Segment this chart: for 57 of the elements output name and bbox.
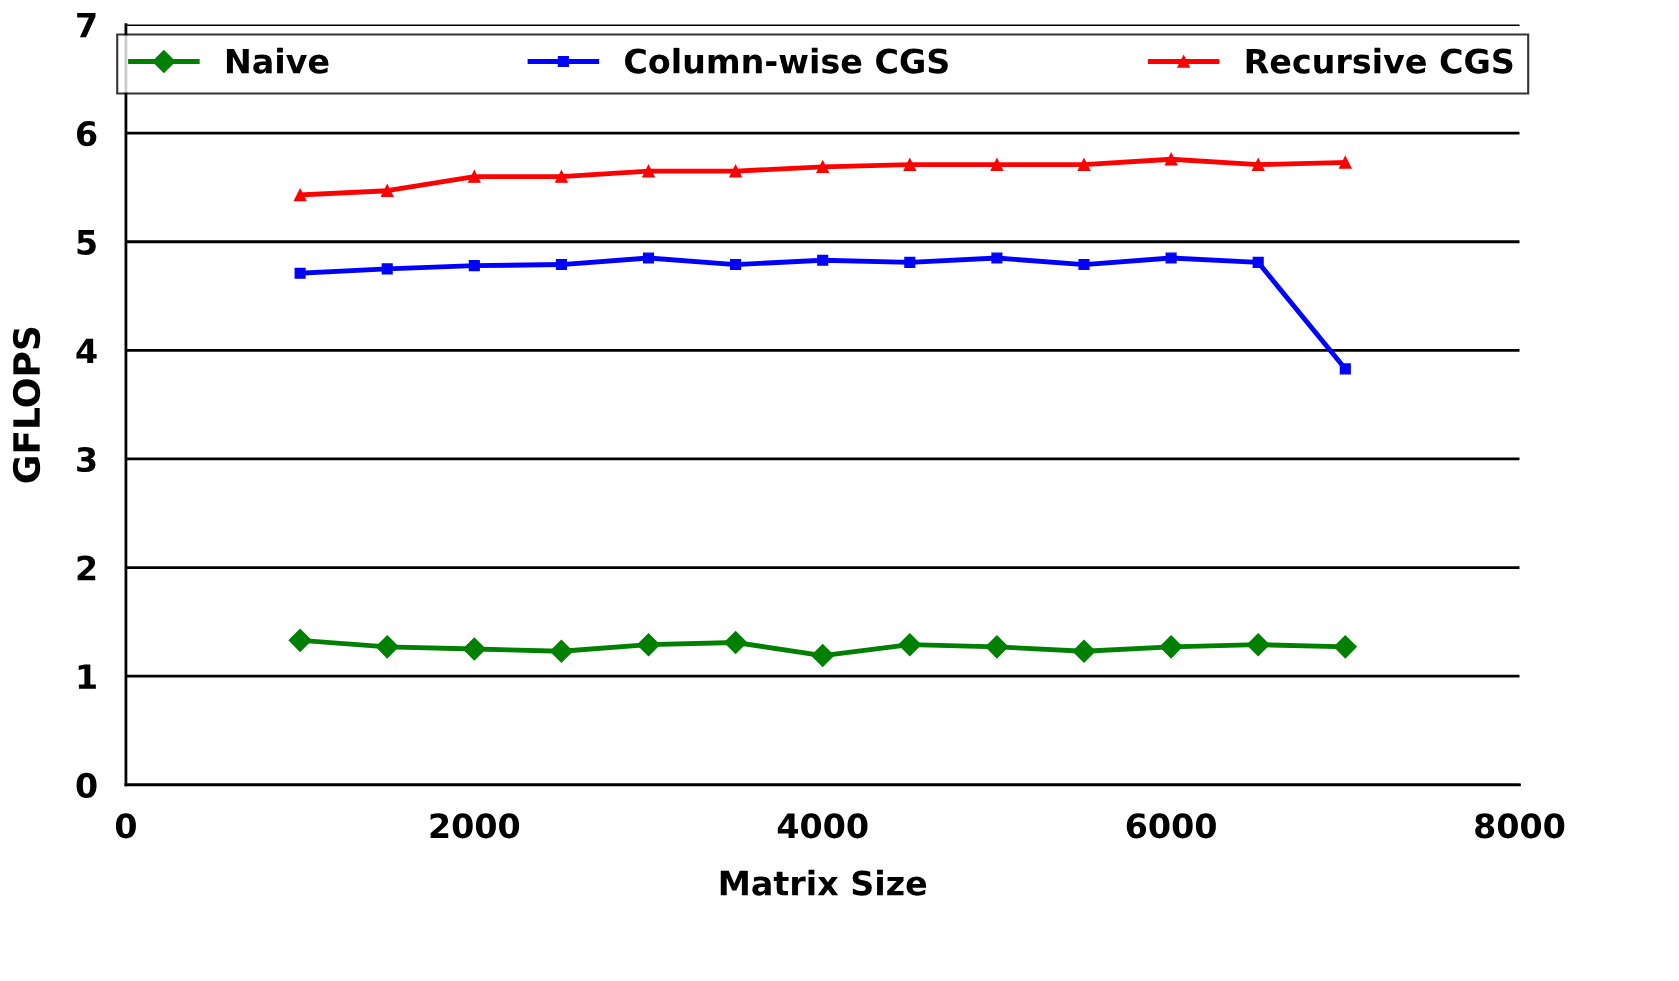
x-tick-label: 6000 xyxy=(1126,813,1216,839)
y-tick-label: 3 xyxy=(77,446,96,473)
point xyxy=(381,263,393,275)
x-tick-label: 0 xyxy=(115,813,136,839)
legend-label: Recursive CGS xyxy=(1246,47,1513,74)
y-tick-label: 2 xyxy=(77,555,96,581)
y-tick-label: 4 xyxy=(76,338,97,364)
y-tick-label: 5 xyxy=(77,230,96,255)
point xyxy=(816,160,829,174)
point xyxy=(898,633,922,657)
legend-label: Column-wise CGS xyxy=(625,47,948,74)
point xyxy=(375,635,399,659)
point xyxy=(1165,252,1177,264)
point xyxy=(817,254,829,266)
y-tick-label: 6 xyxy=(77,121,97,147)
point xyxy=(380,184,394,197)
point xyxy=(1077,158,1091,171)
point xyxy=(1072,639,1096,663)
point xyxy=(642,252,655,264)
point xyxy=(549,639,573,663)
y-tick-label: 0 xyxy=(76,772,97,798)
y-axis-title: GFLOPS xyxy=(12,327,41,483)
y-tick-label: 1 xyxy=(78,664,96,689)
point xyxy=(1159,635,1183,659)
point xyxy=(904,256,916,268)
point xyxy=(468,170,481,183)
point xyxy=(730,258,742,271)
y-tick-label: 7 xyxy=(77,12,96,38)
point xyxy=(1339,156,1352,169)
point xyxy=(985,635,1009,659)
point xyxy=(1252,256,1264,268)
point xyxy=(811,644,835,668)
point xyxy=(637,633,661,657)
legend-label: Naive xyxy=(226,47,329,74)
point xyxy=(293,188,307,202)
x-tick-label: 8000 xyxy=(1475,813,1565,839)
point xyxy=(1246,633,1270,657)
point xyxy=(991,252,1003,264)
point xyxy=(555,170,568,183)
x-axis-title: Matrix Size xyxy=(720,869,927,896)
x-tick-label: 4000 xyxy=(777,813,868,839)
point xyxy=(1333,635,1357,659)
point xyxy=(990,158,1004,171)
point xyxy=(642,164,655,178)
point xyxy=(724,631,748,655)
point xyxy=(729,164,742,178)
point xyxy=(1164,152,1178,166)
point xyxy=(1078,258,1090,271)
point xyxy=(555,258,567,271)
point xyxy=(1251,158,1265,171)
x-tick-label: 2000 xyxy=(430,813,520,839)
point xyxy=(903,158,917,171)
point xyxy=(468,260,480,272)
point xyxy=(294,267,306,279)
point xyxy=(462,637,486,661)
point xyxy=(288,628,312,652)
point xyxy=(1339,363,1351,375)
